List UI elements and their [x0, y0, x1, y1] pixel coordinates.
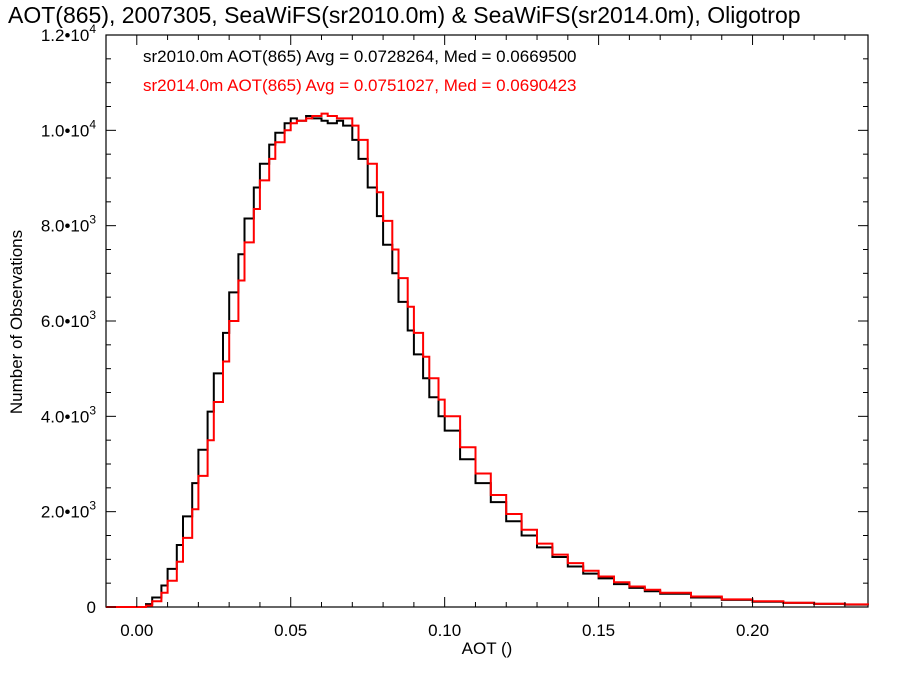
- x-tick-label: 0.10: [428, 621, 461, 640]
- x-tick-label: 0.15: [582, 621, 615, 640]
- y-tick-label: 4.0•103: [41, 403, 97, 426]
- series-line-1: [106, 112, 869, 608]
- x-tick-label: 0.05: [274, 621, 307, 640]
- y-axis-label: Number of Observations: [7, 230, 26, 414]
- y-tick-label: 8.0•103: [41, 213, 97, 236]
- y-tick-label: 0: [87, 598, 96, 617]
- y-tick-label: 1.0•104: [41, 117, 97, 140]
- series-line-0: [106, 115, 869, 608]
- y-tick-label: 2.0•103: [41, 499, 97, 522]
- stat-annotation-sr2010: sr2010.0m AOT(865) Avg = 0.0728264, Med …: [143, 47, 577, 66]
- y-tick-label: 6.0•103: [41, 308, 97, 331]
- x-axis-label: AOT (): [462, 639, 513, 658]
- x-tick-label: 0.00: [120, 621, 153, 640]
- stat-annotation-sr2014: sr2014.0m AOT(865) Avg = 0.0751027, Med …: [143, 76, 577, 95]
- y-tick-label: 1.2•104: [41, 22, 97, 45]
- plot-area: 0.00 0.05 0.10 0.15 0.20 0 2.0•103 4.0•103 6.0•1…: [41, 22, 869, 640]
- chart-title: AOT(865), 2007305, SeaWiFS(sr2010.0m) & …: [8, 2, 801, 28]
- x-tick-label: 0.20: [736, 621, 769, 640]
- plot-frame: [105, 34, 869, 608]
